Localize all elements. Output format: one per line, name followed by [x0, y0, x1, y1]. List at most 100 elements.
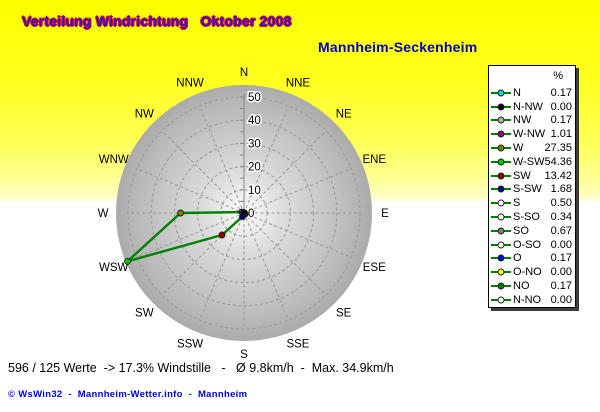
series-marker-icon: [491, 89, 511, 97]
series-value: 0.17: [550, 252, 572, 265]
legend-row: SW 13.42: [491, 169, 573, 183]
svg-text:SSE: SSE: [286, 338, 309, 350]
series-value: 0.34: [550, 211, 572, 224]
legend-row: S 0.50: [491, 196, 573, 210]
svg-text:NE: NE: [336, 108, 352, 120]
data-point-markers: [124, 208, 249, 265]
data-point-marker: [240, 209, 248, 217]
series-label: O: [513, 252, 522, 265]
series-marker-icon: [491, 213, 511, 221]
svg-text:20: 20: [248, 162, 261, 174]
series-marker-icon: [491, 268, 511, 276]
series-value: 0.17: [550, 114, 572, 127]
series-label: W-SW: [512, 155, 545, 168]
series-value: 1.68: [550, 183, 572, 196]
legend-row: N-NO 0.00: [491, 293, 573, 307]
series-marker-icon: [491, 282, 511, 290]
legend-row: S-SO 0.34: [491, 210, 573, 224]
svg-text:40: 40: [248, 115, 261, 127]
legend-header-percent: %: [553, 70, 563, 82]
svg-text:WSW: WSW: [99, 262, 129, 274]
svg-text:0: 0: [248, 208, 254, 220]
svg-text:WNW: WNW: [99, 154, 129, 166]
legend-row: SO 0.67: [491, 224, 573, 238]
series-label: S: [513, 197, 521, 210]
legend-row: NW 0.17: [491, 114, 573, 128]
series-marker-icon: [491, 227, 511, 235]
svg-text:NW: NW: [135, 108, 154, 120]
series-marker-icon: [491, 103, 511, 111]
legend-box: % N 0.17 N-NW 0.00 NW 0.17 W-NW 1.01 W 27.35 …: [488, 65, 576, 308]
series-marker-icon: [491, 172, 511, 180]
legend-row: O 0.17: [491, 252, 573, 266]
svg-text:SSW: SSW: [177, 338, 203, 350]
series-marker-icon: [491, 117, 511, 124]
svg-text:S: S: [240, 349, 248, 361]
series-value: 0.50: [550, 197, 572, 210]
series-marker-icon: [491, 255, 511, 262]
data-point-marker: [124, 257, 131, 265]
series-value: 27.35: [544, 142, 572, 155]
series-value: 13.42: [544, 169, 572, 182]
svg-text:10: 10: [248, 185, 261, 197]
series-value: 54.36: [544, 155, 572, 168]
series-marker-icon: [491, 241, 511, 249]
station-name: Mannheim-Seckenheim: [318, 39, 478, 55]
stats-line: 596 / 125 Werte -> 17.3% Windstille - Ø …: [8, 361, 394, 375]
svg-text:SE: SE: [336, 308, 352, 320]
series-label: S-SO: [513, 211, 540, 224]
svg-text:ENE: ENE: [362, 154, 386, 166]
legend-row: O-SO 0.00: [491, 238, 573, 252]
legend-row: S-SW 1.68: [491, 183, 573, 197]
series-marker-icon: [491, 199, 511, 207]
series-marker-icon: [491, 296, 511, 304]
legend-row: O-NO 0.00: [491, 265, 573, 279]
legend-row: W-NW 1.01: [491, 127, 573, 141]
series-label: O-SO: [513, 238, 542, 251]
series-value: 0.00: [550, 238, 572, 251]
series-value: 0.00: [550, 293, 572, 306]
series-marker-icon: [491, 186, 511, 193]
series-value: 0.00: [550, 266, 572, 279]
legend-row: N 0.17: [491, 86, 573, 100]
svg-text:E: E: [381, 208, 389, 220]
svg-text:30: 30: [248, 138, 261, 150]
series-label: S-SW: [513, 183, 542, 196]
data-point-marker: [177, 209, 184, 217]
legend-row: W-SW 54.36: [491, 155, 573, 169]
series-label: O-NO: [513, 266, 542, 279]
series-label: N-NO: [513, 293, 542, 306]
series-label: NO: [513, 280, 530, 293]
svg-text:NNW: NNW: [176, 78, 204, 90]
series-value: 0.00: [550, 100, 572, 113]
compass-labels: N NNE NE ENE E ESE SE SSE S SSW SW WSW W WNW NW NNW: [98, 67, 390, 361]
series-value: 1.01: [550, 128, 572, 141]
series-marker-icon: [491, 158, 511, 166]
svg-text:ESE: ESE: [363, 262, 386, 274]
series-label: N: [513, 86, 521, 99]
radial-axis: [240, 94, 245, 213]
series-value: 0.17: [550, 280, 572, 293]
series-label: N-NW: [513, 100, 543, 113]
data-point-marker: [218, 231, 226, 239]
series-label: W: [513, 142, 524, 155]
series-marker-icon: [491, 130, 511, 138]
svg-text:50: 50: [248, 92, 261, 104]
legend-row: N-NW 0.00: [491, 100, 573, 114]
svg-text:SW: SW: [135, 308, 154, 320]
page-title: Verteilung Windrichtung Oktober 2008: [22, 13, 292, 29]
series-label: SO: [513, 224, 529, 237]
svg-text:N: N: [240, 67, 248, 79]
legend-row: W 27.35: [491, 141, 573, 155]
svg-text:W: W: [98, 208, 109, 220]
series-value: 0.67: [550, 224, 572, 237]
legend-row: NO 0.17: [491, 279, 573, 293]
radial-axis-labels: 0 10 20 30 40 50: [247, 91, 263, 222]
svg-text:NNE: NNE: [286, 78, 311, 90]
series-label: W-NW: [513, 128, 546, 141]
series-marker-icon: [491, 144, 511, 152]
series-label: NW: [513, 114, 532, 127]
credit-line: © WsWin32 - Mannheim-Wetter.info - Mannh…: [8, 389, 248, 400]
